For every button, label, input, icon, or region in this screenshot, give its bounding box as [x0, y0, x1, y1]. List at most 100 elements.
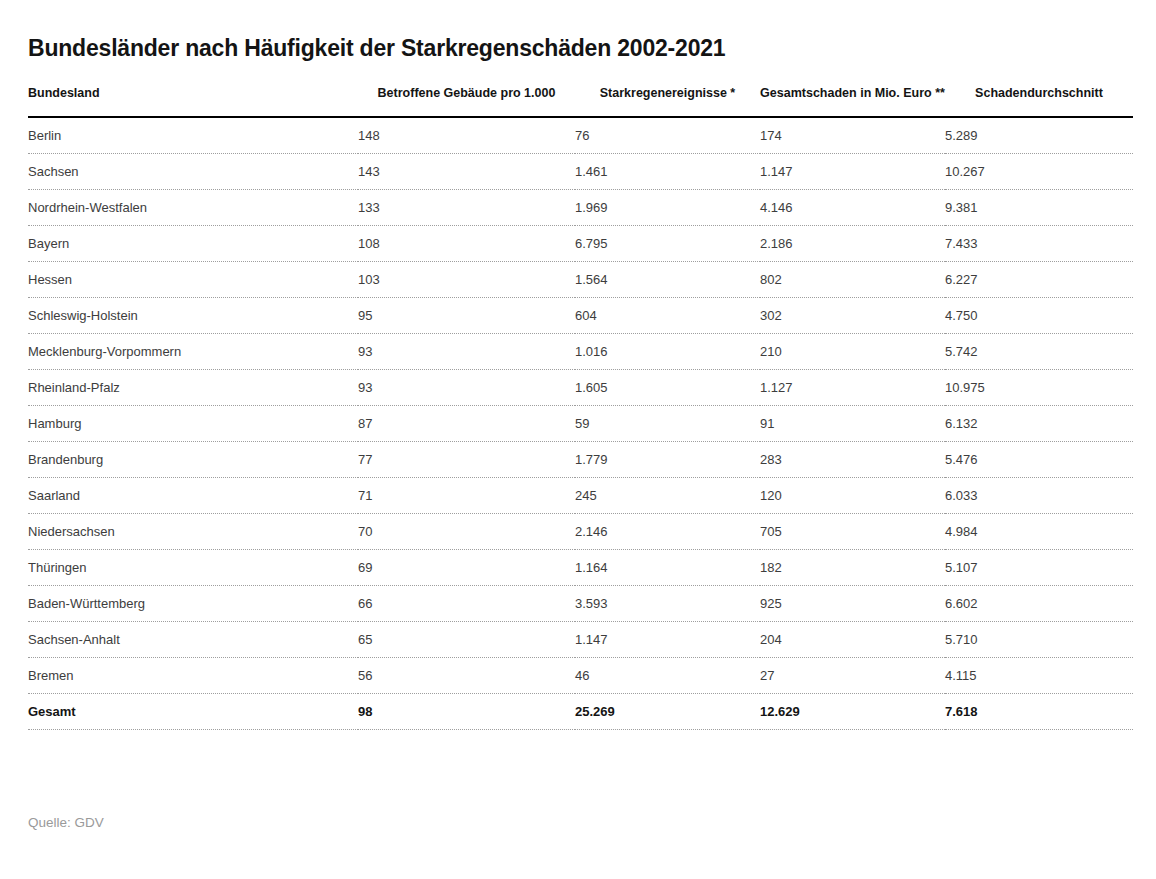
row-value: 120: [760, 477, 945, 513]
row-value: 7.618: [945, 693, 1133, 729]
row-value: 27: [760, 657, 945, 693]
table-row: Baden-Württemberg663.5939256.602: [28, 585, 1133, 621]
row-value: 1.147: [760, 153, 945, 189]
row-label: Mecklenburg-Vorpommern: [28, 333, 358, 369]
row-value: 802: [760, 261, 945, 297]
row-value: 70: [358, 513, 575, 549]
row-label: Baden-Württemberg: [28, 585, 358, 621]
row-label: Hessen: [28, 261, 358, 297]
table-body: Berlin148761745.289Sachsen1431.4611.1471…: [28, 117, 1133, 729]
row-value: 2.146: [575, 513, 760, 549]
row-label: Thüringen: [28, 549, 358, 585]
row-value: 98: [358, 693, 575, 729]
row-label: Sachsen-Anhalt: [28, 621, 358, 657]
table-row: Bremen5646274.115: [28, 657, 1133, 693]
column-header-4: Schadendurchschnitt: [945, 62, 1133, 117]
row-value: 925: [760, 585, 945, 621]
row-value: 4.115: [945, 657, 1133, 693]
row-value: 302: [760, 297, 945, 333]
row-value: 65: [358, 621, 575, 657]
row-label: Brandenburg: [28, 441, 358, 477]
row-value: 10.267: [945, 153, 1133, 189]
table-row: Hessen1031.5648026.227: [28, 261, 1133, 297]
row-value: 143: [358, 153, 575, 189]
row-value: 1.461: [575, 153, 760, 189]
row-value: 4.750: [945, 297, 1133, 333]
table-row: Mecklenburg-Vorpommern931.0162105.742: [28, 333, 1133, 369]
row-value: 182: [760, 549, 945, 585]
row-value: 174: [760, 117, 945, 153]
row-value: 6.602: [945, 585, 1133, 621]
row-value: 6.795: [575, 225, 760, 261]
table-row: Niedersachsen702.1467054.984: [28, 513, 1133, 549]
table-row: Bayern1086.7952.1867.433: [28, 225, 1133, 261]
row-value: 69: [358, 549, 575, 585]
row-value: 1.127: [760, 369, 945, 405]
row-value: 5.476: [945, 441, 1133, 477]
row-value: 3.593: [575, 585, 760, 621]
row-value: 103: [358, 261, 575, 297]
row-label: Berlin: [28, 117, 358, 153]
page: Bundesländer nach Häufigkeit der Starkre…: [0, 0, 1156, 879]
row-value: 4.146: [760, 189, 945, 225]
table-total-row: Gesamt9825.26912.6297.618: [28, 693, 1133, 729]
table-row: Sachsen1431.4611.14710.267: [28, 153, 1133, 189]
row-value: 1.016: [575, 333, 760, 369]
table-row: Saarland712451206.033: [28, 477, 1133, 513]
row-value: 66: [358, 585, 575, 621]
column-header-2: Starkregenereignisse *: [575, 62, 760, 117]
row-value: 5.742: [945, 333, 1133, 369]
table-row: Brandenburg771.7792835.476: [28, 441, 1133, 477]
row-label: Hamburg: [28, 405, 358, 441]
row-value: 108: [358, 225, 575, 261]
row-value: 71: [358, 477, 575, 513]
row-label: Sachsen: [28, 153, 358, 189]
row-value: 56: [358, 657, 575, 693]
column-header-3: Gesamtschaden in Mio. Euro **: [760, 62, 945, 117]
row-value: 46: [575, 657, 760, 693]
row-value: 77: [358, 441, 575, 477]
row-value: 148: [358, 117, 575, 153]
row-value: 1.779: [575, 441, 760, 477]
row-value: 87: [358, 405, 575, 441]
total-label: Gesamt: [28, 693, 358, 729]
page-title: Bundesländer nach Häufigkeit der Starkre…: [28, 34, 1133, 62]
row-value: 705: [760, 513, 945, 549]
column-header-0: Bundesland: [28, 62, 358, 117]
table-header-row: BundeslandBetroffene Gebäude pro 1.000St…: [28, 62, 1133, 117]
row-label: Nordrhein-Westfalen: [28, 189, 358, 225]
row-value: 7.433: [945, 225, 1133, 261]
row-label: Bayern: [28, 225, 358, 261]
table-row: Nordrhein-Westfalen1331.9694.1469.381: [28, 189, 1133, 225]
row-value: 1.605: [575, 369, 760, 405]
table-row: Schleswig-Holstein956043024.750: [28, 297, 1133, 333]
row-label: Saarland: [28, 477, 358, 513]
row-value: 5.710: [945, 621, 1133, 657]
row-value: 59: [575, 405, 760, 441]
row-value: 5.289: [945, 117, 1133, 153]
row-value: 5.107: [945, 549, 1133, 585]
row-value: 76: [575, 117, 760, 153]
row-value: 1.969: [575, 189, 760, 225]
row-label: Rheinland-Pfalz: [28, 369, 358, 405]
row-value: 245: [575, 477, 760, 513]
row-value: 1.164: [575, 549, 760, 585]
row-value: 93: [358, 333, 575, 369]
row-label: Niedersachsen: [28, 513, 358, 549]
table-row: Thüringen691.1641825.107: [28, 549, 1133, 585]
row-value: 93: [358, 369, 575, 405]
row-value: 204: [760, 621, 945, 657]
row-value: 1.147: [575, 621, 760, 657]
row-value: 1.564: [575, 261, 760, 297]
row-value: 2.186: [760, 225, 945, 261]
table-row: Hamburg8759916.132: [28, 405, 1133, 441]
row-value: 283: [760, 441, 945, 477]
source-note: Quelle: GDV: [28, 815, 1133, 830]
row-value: 91: [760, 405, 945, 441]
row-label: Schleswig-Holstein: [28, 297, 358, 333]
table-header: BundeslandBetroffene Gebäude pro 1.000St…: [28, 62, 1133, 117]
row-value: 12.629: [760, 693, 945, 729]
row-value: 604: [575, 297, 760, 333]
table-row: Sachsen-Anhalt651.1472045.710: [28, 621, 1133, 657]
row-value: 95: [358, 297, 575, 333]
